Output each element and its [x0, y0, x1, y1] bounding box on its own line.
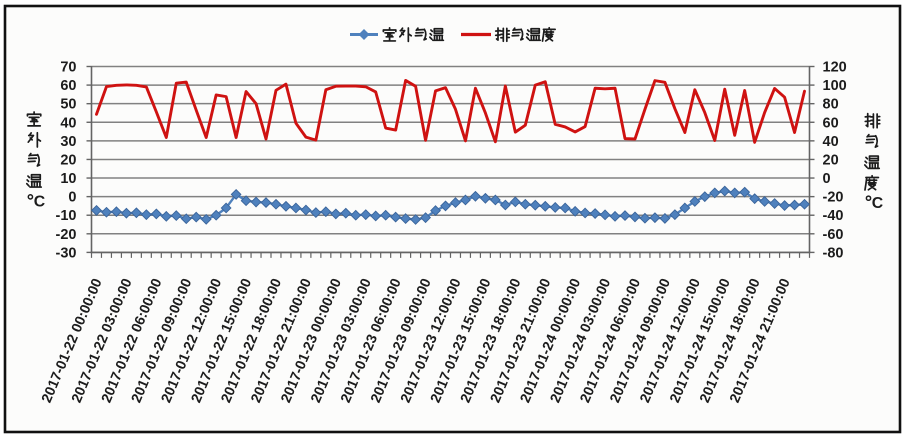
svg-text:80: 80 — [823, 97, 839, 113]
svg-text:-80: -80 — [823, 245, 844, 261]
svg-text:70: 70 — [60, 60, 76, 76]
svg-text:120: 120 — [823, 60, 847, 76]
svg-text:C: C — [872, 195, 883, 212]
svg-text:20: 20 — [823, 152, 839, 168]
svg-text:40: 40 — [823, 134, 839, 150]
svg-text:-20: -20 — [823, 190, 844, 206]
svg-text:30: 30 — [60, 134, 76, 150]
svg-text:60: 60 — [823, 115, 839, 131]
svg-text:40: 40 — [60, 115, 76, 131]
svg-text:-30: -30 — [56, 245, 77, 261]
svg-text:-10: -10 — [56, 208, 77, 224]
svg-text:-60: -60 — [823, 227, 844, 243]
svg-text:10: 10 — [60, 171, 76, 187]
svg-text:0: 0 — [68, 190, 76, 206]
svg-text:-40: -40 — [823, 208, 844, 224]
svg-text:50: 50 — [60, 97, 76, 113]
svg-text:60: 60 — [60, 78, 76, 94]
svg-text:0: 0 — [823, 171, 831, 187]
svg-text:100: 100 — [823, 78, 847, 94]
svg-text:C: C — [34, 194, 45, 211]
svg-text:20: 20 — [60, 152, 76, 168]
svg-text:-20: -20 — [56, 227, 77, 243]
